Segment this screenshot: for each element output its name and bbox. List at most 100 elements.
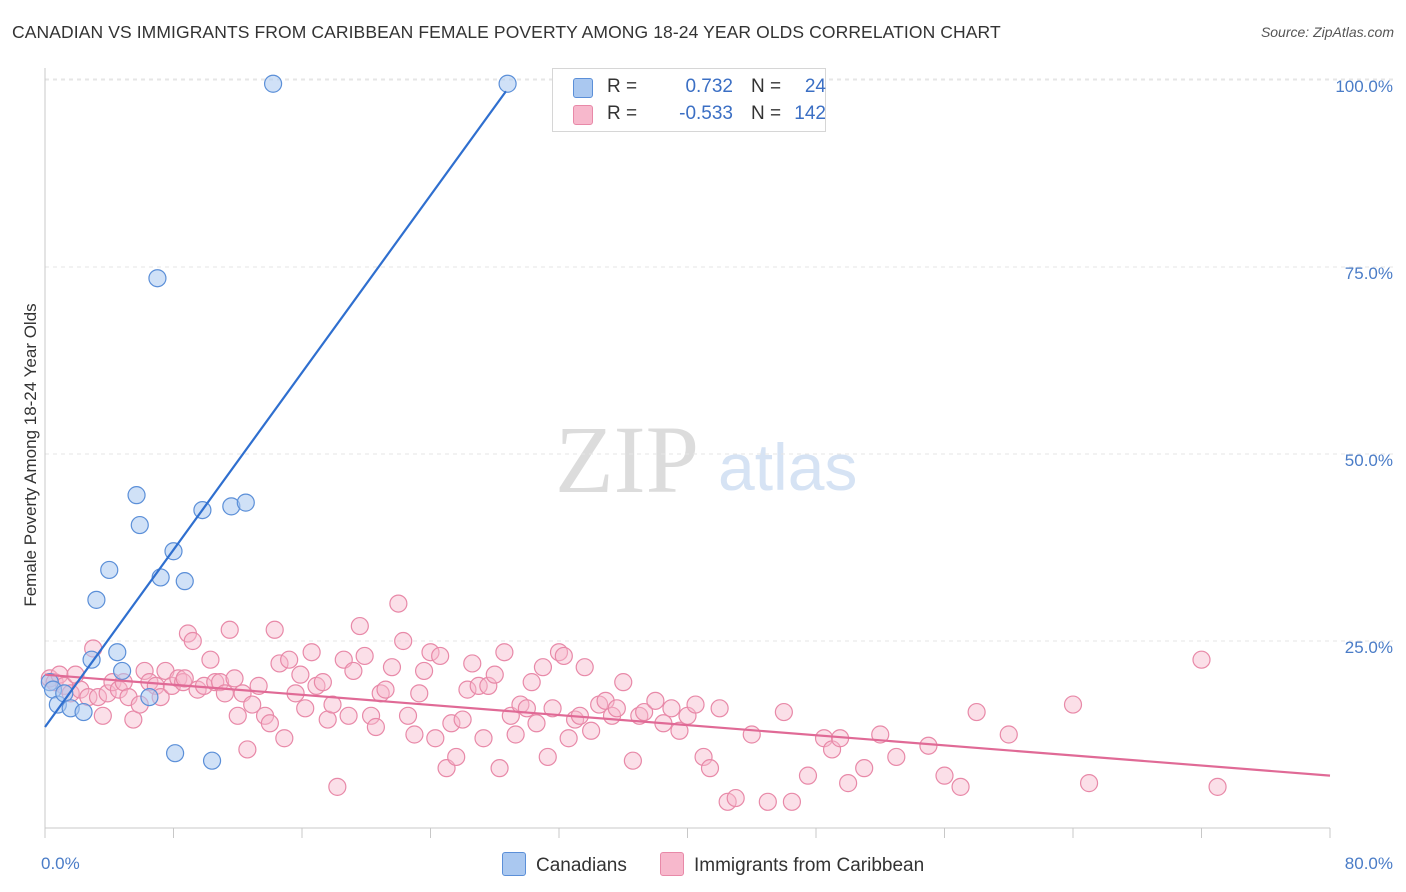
caribbean-point [291,665,310,684]
canadian-point [140,687,159,707]
caribbean-point [225,669,244,688]
caribbean-point [1063,695,1083,714]
caribbean-point [210,673,230,692]
trend-lines [44,90,1331,777]
caribbean-point [887,747,906,767]
caribbean-point [479,676,498,695]
caribbean-point [243,695,262,714]
caribbean-point [426,729,445,748]
caribbean-point [495,643,514,662]
canadian-point [263,74,283,93]
caribbean-point [554,646,573,666]
canadian-point [112,661,132,681]
y-tick-label: 75.0% [1345,264,1393,283]
caribbean-point [410,684,429,703]
x-tick-label: 0.0% [41,854,80,873]
caribbean-point [394,631,413,651]
caribbean-point [758,792,777,811]
caribbean-point [376,680,395,699]
caribbean-point [1192,650,1211,669]
canadian-point [166,744,185,763]
y-tick-label: 100.0% [1335,77,1393,96]
caribbean-point [490,759,509,778]
legend-n-label: N = [751,76,782,97]
caribbean-point [302,643,321,662]
caribbean-point [382,658,402,677]
correlation-legend: R = 0.732 N = 24 R = -0.533 N = 142 [552,68,826,132]
caribbean-point [350,616,369,636]
caribbean-point [431,646,450,666]
caribbean-point [774,702,793,722]
caribbean-point [517,699,536,718]
caribbean-point [533,658,553,677]
canadian-point [236,493,255,512]
caribbean-point [967,702,986,722]
caribbean-point [855,759,874,778]
caribbean-trend-line [44,673,1331,777]
blue-swatch-icon [573,78,593,98]
caribbean-point [469,676,488,695]
canadian-point [148,269,167,288]
caribbean-point [538,747,557,767]
caribbean-point [999,725,1018,744]
source-note: Source: ZipAtlas.com [1260,24,1394,40]
caribbean-point [220,620,239,639]
caribbean-point [485,665,504,684]
caribbean-point [447,747,466,767]
caribbean-point [355,646,374,666]
legend-r-label: R = [607,103,638,124]
blue-swatch-icon [502,852,526,876]
caribbean-point [726,788,745,808]
chart-title: CANADIAN VS IMMIGRANTS FROM CARIBBEAN FE… [12,22,1001,42]
gridlines [45,78,1394,642]
canadian-point [108,643,127,662]
caribbean-point [614,673,633,692]
caribbean-point [1079,774,1099,793]
y-tick-label: 25.0% [1345,638,1393,657]
caribbean-point [296,699,315,718]
caribbean-point [93,706,112,725]
caribbean-point [366,717,385,737]
caribbean-point [575,658,594,677]
caribbean-point [323,695,342,714]
canadian-point [202,751,222,770]
caribbean-point [522,673,541,692]
caribbean-point [275,729,294,748]
caribbean-point [506,725,525,744]
caribbean-point [88,687,108,707]
caribbean-point [228,706,247,725]
caribbean-point [361,706,381,725]
caribbean-point [686,695,705,714]
caribbean-point [782,792,802,811]
caribbean-point [389,594,408,613]
canadian-point [74,702,93,722]
caribbean-point [839,774,858,793]
pink-swatch-icon [573,105,593,125]
series-label-caribbean: Immigrants from Caribbean [694,855,925,876]
caribbean-point [458,680,477,699]
legend-n-value: 24 [804,76,826,97]
caribbean-point [463,654,482,673]
caribbean-point [405,725,424,744]
caribbean-point [710,699,729,718]
watermark: ZIP atlas [555,406,857,513]
caribbean-point [1208,777,1227,796]
pink-swatch-icon [660,852,684,876]
caribbean-point [175,669,194,688]
bottom-legend-canadians: Canadians [502,852,627,878]
caribbean-point [270,654,289,673]
legend-n-label: N = [751,103,782,124]
caribbean-point [474,729,493,748]
caribbean-point [453,710,472,729]
legend-r-value: 0.732 [685,76,733,97]
caribbean-point [670,721,689,740]
caribbean-point [527,714,546,733]
caribbean-point [951,777,970,796]
caribbean-point [543,699,562,718]
legend-r-label: R = [607,76,638,97]
canadian-point [100,560,119,580]
caribbean-point [280,650,299,669]
caribbean-point [135,661,154,681]
caribbean-point [662,699,681,718]
canadian-trend-line [44,90,507,728]
